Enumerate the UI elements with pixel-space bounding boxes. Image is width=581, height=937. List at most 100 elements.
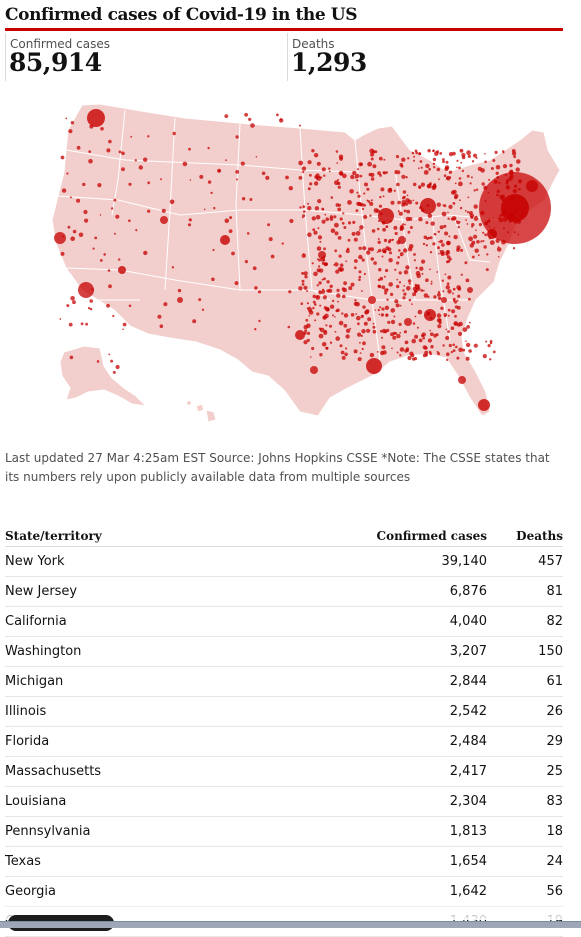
case-bubble bbox=[313, 271, 318, 277]
case-bubble bbox=[329, 304, 335, 309]
case-bubble bbox=[488, 218, 491, 220]
case-bubble bbox=[115, 364, 120, 370]
case-bubble bbox=[499, 195, 503, 199]
case-bubble bbox=[466, 211, 470, 214]
case-bubble bbox=[91, 288, 94, 291]
case-bubble bbox=[465, 278, 470, 283]
case-bubble bbox=[335, 309, 339, 313]
cases-cell: 4,040 bbox=[335, 606, 487, 637]
case-bubble bbox=[177, 297, 183, 303]
case-bubble bbox=[270, 254, 275, 259]
case-bubble bbox=[317, 235, 323, 240]
case-bubble bbox=[403, 209, 407, 213]
case-bubble bbox=[326, 280, 330, 284]
case-bubble bbox=[66, 304, 70, 308]
case-bubble bbox=[382, 171, 385, 174]
case-bubble bbox=[396, 284, 400, 289]
case-bubble bbox=[381, 285, 386, 290]
cases-cell: 1,813 bbox=[335, 816, 487, 847]
case-bubble bbox=[229, 216, 233, 220]
case-bubble bbox=[378, 285, 382, 289]
page-title: Confirmed cases of Covid-19 in the US bbox=[5, 5, 358, 25]
case-bubble bbox=[302, 253, 305, 255]
case-bubble bbox=[459, 206, 463, 210]
case-bubble bbox=[306, 331, 311, 335]
case-bubble bbox=[415, 266, 418, 270]
case-bubble bbox=[457, 226, 460, 229]
deaths-column-header: Deaths bbox=[487, 526, 563, 547]
case-bubble bbox=[450, 326, 455, 331]
case-bubble bbox=[409, 351, 414, 356]
case-bubble bbox=[369, 214, 372, 217]
case-bubble bbox=[147, 209, 151, 213]
case-bubble bbox=[407, 355, 412, 361]
case-bubble bbox=[323, 247, 326, 251]
case-bubble bbox=[143, 157, 148, 162]
case-bubble bbox=[328, 170, 331, 173]
case-bubble bbox=[413, 159, 415, 162]
case-bubble bbox=[376, 251, 379, 254]
case-bubble bbox=[366, 250, 371, 255]
case-bubble bbox=[67, 225, 71, 229]
case-bubble bbox=[432, 242, 436, 246]
case-bubble bbox=[439, 152, 443, 155]
case-bubble bbox=[388, 282, 394, 287]
case-bubble bbox=[371, 229, 376, 233]
case-bubble bbox=[357, 332, 362, 337]
case-bubble bbox=[456, 166, 458, 169]
case-bubble bbox=[444, 315, 447, 318]
case-bubble bbox=[321, 207, 325, 211]
case-bubble bbox=[419, 160, 423, 163]
case-bubble bbox=[370, 172, 375, 177]
case-bubble bbox=[485, 340, 488, 343]
case-bubble bbox=[382, 227, 386, 232]
case-bubble bbox=[372, 322, 375, 325]
title-rule bbox=[5, 28, 563, 31]
case-bubble bbox=[443, 204, 447, 208]
case-bubble bbox=[517, 179, 523, 184]
case-bubble bbox=[454, 217, 457, 220]
case-bubble bbox=[438, 178, 440, 181]
case-bubble bbox=[421, 334, 424, 338]
case-bubble bbox=[285, 175, 289, 180]
case-bubble bbox=[376, 227, 380, 231]
case-bubble bbox=[255, 156, 258, 158]
case-bubble bbox=[72, 300, 76, 305]
case-bubble bbox=[467, 154, 471, 158]
case-bubble bbox=[362, 203, 366, 207]
case-bubble bbox=[448, 235, 451, 238]
case-bubble bbox=[507, 231, 509, 234]
case-bubble bbox=[363, 214, 368, 219]
case-bubble bbox=[89, 124, 94, 129]
case-bubble bbox=[447, 308, 451, 312]
case-bubble bbox=[345, 334, 350, 339]
case-bubble bbox=[130, 135, 133, 138]
case-bubble bbox=[442, 158, 445, 161]
table-row: Massachusetts 2,417 25 bbox=[5, 756, 563, 787]
case-bubble bbox=[298, 176, 303, 180]
case-bubble bbox=[513, 155, 517, 159]
deaths-cell: 18 bbox=[487, 816, 563, 847]
confirmed-cases-value: 85,914 bbox=[9, 48, 102, 77]
case-bubble bbox=[99, 259, 103, 262]
case-bubble bbox=[427, 295, 430, 298]
case-bubble bbox=[447, 289, 452, 294]
case-bubble bbox=[399, 304, 402, 307]
case-bubble bbox=[304, 329, 308, 333]
case-bubble bbox=[281, 242, 284, 245]
case-bubble bbox=[454, 182, 457, 185]
case-bubble bbox=[432, 149, 435, 153]
case-bubble bbox=[341, 355, 346, 360]
case-bubble bbox=[376, 351, 379, 353]
case-bubble bbox=[94, 236, 98, 240]
case-bubble bbox=[308, 306, 311, 309]
case-bubble bbox=[59, 318, 62, 320]
confirmed-cases-stat: Confirmed cases 85,914 bbox=[5, 33, 286, 81]
case-bubble bbox=[404, 340, 409, 345]
case-bubble bbox=[347, 200, 352, 205]
case-bubble bbox=[484, 233, 487, 237]
case-bubble bbox=[373, 261, 377, 265]
case-bubble bbox=[240, 161, 245, 166]
case-bubble bbox=[316, 284, 319, 287]
case-bubble bbox=[110, 207, 114, 210]
